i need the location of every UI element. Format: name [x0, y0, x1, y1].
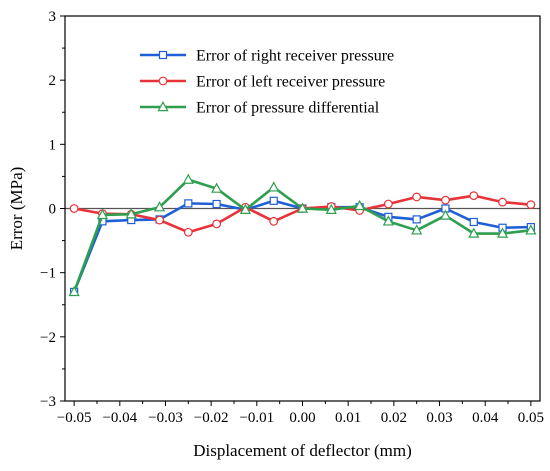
data-point	[182, 173, 194, 184]
data-point	[353, 199, 366, 211]
data-point	[469, 217, 478, 227]
data-point	[155, 215, 164, 225]
legend: Error of right receiver pressure Error of…	[140, 48, 394, 117]
x-axis-title: Displacement of deflector (mm)	[193, 441, 412, 460]
x-tick-label: −0.04	[102, 410, 137, 426]
x-tick-label: 0.01	[335, 410, 361, 426]
data-point	[153, 201, 166, 212]
y-tick-label: −1	[40, 266, 56, 282]
legend-label: Error of left receiver pressure	[196, 74, 385, 91]
data-point	[211, 182, 223, 193]
data-point	[525, 224, 537, 235]
data-point	[468, 227, 480, 238]
y-tick-label: 3	[49, 9, 57, 25]
data-point	[412, 192, 422, 202]
data-point	[68, 285, 80, 297]
data-point	[239, 203, 252, 214]
data-point	[441, 195, 450, 205]
y-tick-label: 0	[49, 202, 57, 218]
x-tick-label: 0.03	[426, 410, 452, 426]
data-point	[212, 199, 221, 209]
x-tick-label: 0.00	[289, 410, 315, 426]
legend-entry: Error of left receiver pressure	[140, 74, 385, 91]
legend-entry: Error of pressure differential	[140, 100, 380, 117]
legend-entry: Error of right receiver pressure	[140, 48, 394, 65]
data-point	[439, 209, 452, 220]
y-tick-label: 1	[49, 137, 57, 153]
y-axis-title: Error (MPa)	[7, 167, 26, 251]
data-point	[296, 202, 309, 213]
data-point	[184, 199, 193, 208]
legend-marker	[157, 100, 169, 112]
x-tick-label: 0.04	[472, 410, 499, 426]
legend-marker	[158, 50, 168, 60]
data-point	[96, 208, 109, 220]
data-point	[125, 208, 137, 219]
data-point	[496, 227, 509, 238]
data-point	[325, 203, 337, 214]
data-point	[526, 200, 536, 210]
data-point	[269, 196, 278, 205]
data-point	[183, 227, 193, 237]
data-point	[268, 181, 280, 192]
tick-layer: −0.05 −0.04 −0.03 −0.02 −0.01 0.00 0.01 0.02 0.0…	[40, 9, 544, 426]
y-tick-label: −2	[40, 330, 56, 346]
data-point	[412, 215, 421, 224]
series-triangle	[68, 173, 537, 297]
series-line	[72, 199, 531, 293]
data-point	[383, 199, 393, 209]
legend-label: Error of right receiver pressure	[196, 48, 394, 65]
y-tick-label: 2	[49, 73, 57, 89]
x-tick-label: −0.03	[148, 410, 183, 426]
legend-label: Error of pressure differential	[196, 100, 380, 117]
series-layer	[68, 173, 537, 297]
x-tick-label: −0.05	[57, 410, 92, 426]
data-point	[498, 197, 507, 207]
data-point	[69, 204, 79, 213]
data-point	[411, 224, 423, 235]
legend-marker	[158, 76, 168, 86]
data-point	[269, 216, 279, 226]
x-tick-label: 0.02	[381, 410, 407, 426]
data-point	[469, 191, 479, 201]
x-tick-label: 0.05	[518, 410, 544, 426]
data-point	[212, 219, 222, 229]
x-tick-label: −0.02	[194, 410, 229, 426]
data-point	[382, 215, 394, 226]
y-tick-label: −3	[40, 394, 56, 410]
x-tick-label: −0.01	[239, 410, 274, 426]
